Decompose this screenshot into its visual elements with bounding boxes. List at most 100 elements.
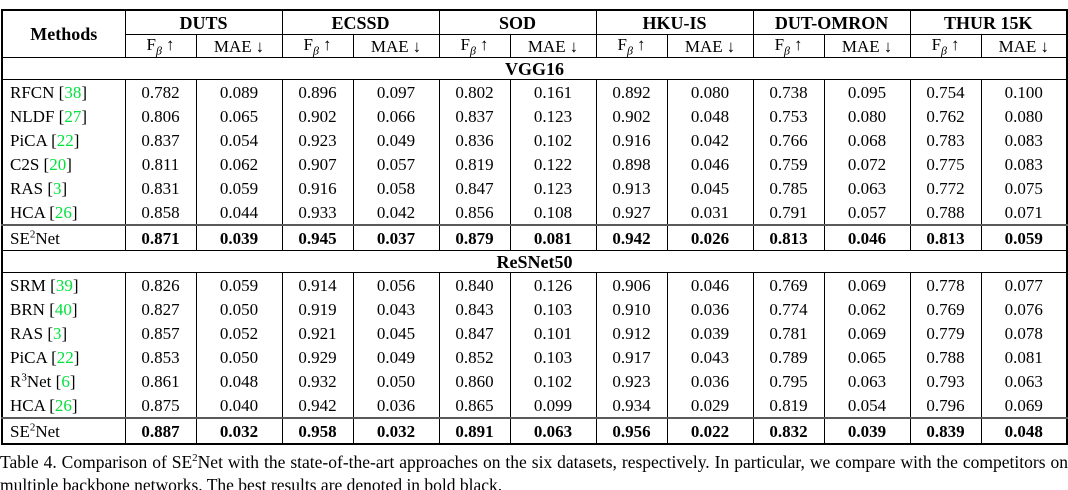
value-cell: 0.923 [595, 369, 668, 393]
method-label: R3Net [6] [1, 369, 126, 393]
value-cell: 0.062 [823, 297, 911, 321]
value-cell: 0.958 [281, 417, 354, 444]
results-table: Methods DUTS ECSSD SOD HKU-IS DUT-OMRON … [1, 9, 1068, 445]
value-cell: 0.063 [823, 369, 911, 393]
dataset-header-sod: SOD [438, 9, 597, 35]
value-cell: 0.103 [509, 345, 597, 369]
method-label: HCA [26] [1, 200, 126, 226]
value-cell: 0.891 [438, 417, 511, 444]
table-row: SE2Net 0.887 0.032 0.958 0.032 0.891 0.063 0.95… [1, 417, 1068, 444]
value-cell: 0.836 [438, 128, 511, 152]
value-cell: 0.095 [823, 79, 911, 104]
table-row: BRN [40] 0.827 0.050 0.919 0.043 0.843 0.103 0.… [1, 297, 1068, 321]
value-cell: 0.100 [980, 79, 1068, 104]
value-cell: 0.043 [666, 345, 754, 369]
value-cell: 0.934 [595, 393, 668, 419]
value-cell: 0.912 [595, 321, 668, 345]
value-cell: 0.043 [352, 297, 440, 321]
citation-link[interactable]: 3 [53, 178, 62, 198]
method-label: SE2Net [1, 224, 126, 251]
dataset-header-hku-is: HKU-IS [595, 9, 754, 35]
citation-link[interactable]: 20 [49, 154, 67, 174]
value-cell: 0.076 [980, 297, 1068, 321]
value-cell: 0.102 [509, 369, 597, 393]
value-cell: 0.847 [438, 176, 511, 200]
value-cell: 0.044 [195, 200, 283, 226]
value-cell: 0.099 [509, 393, 597, 419]
value-cell: 0.831 [124, 176, 197, 200]
method-label: SRM [39] [1, 272, 126, 297]
value-cell: 0.896 [281, 79, 354, 104]
value-cell: 0.956 [595, 417, 668, 444]
value-cell: 0.042 [666, 128, 754, 152]
value-cell: 0.785 [752, 176, 825, 200]
value-cell: 0.048 [980, 417, 1068, 444]
value-cell: 0.858 [124, 200, 197, 226]
citation-link[interactable]: 3 [53, 323, 62, 343]
table-header: Methods DUTS ECSSD SOD HKU-IS DUT-OMRON … [1, 9, 1068, 58]
value-cell: 0.036 [352, 393, 440, 419]
table-row: C2S [20] 0.811 0.062 0.907 0.057 0.819 0.122 0.… [1, 152, 1068, 176]
value-cell: 0.933 [281, 200, 354, 226]
metric-header-mae: MAE ↓ [352, 34, 440, 58]
method-label: RFCN [38] [1, 79, 126, 104]
value-cell: 0.865 [438, 393, 511, 419]
metric-header-fbeta: Fβ ↑ [595, 34, 668, 58]
value-cell: 0.048 [195, 369, 283, 393]
value-cell: 0.126 [509, 272, 597, 297]
value-cell: 0.906 [595, 272, 668, 297]
value-cell: 0.879 [438, 224, 511, 251]
citation-link[interactable]: 26 [54, 202, 72, 222]
metric-header-mae: MAE ↓ [980, 34, 1068, 58]
value-cell: 0.068 [823, 128, 911, 152]
citation-link[interactable]: 39 [55, 275, 73, 295]
value-cell: 0.927 [595, 200, 668, 226]
table-caption: Table 4. Comparison of SE2Net with the s… [0, 451, 1068, 490]
value-cell: 0.887 [124, 417, 197, 444]
value-cell: 0.910 [595, 297, 668, 321]
backbone-section-row: VGG16 [2, 57, 1068, 80]
citation-link[interactable]: 6 [61, 371, 70, 391]
value-cell: 0.781 [752, 321, 825, 345]
metric-header-row: Fβ ↑ MAE ↓ Fβ ↑ MAE ↓ Fβ ↑ MAE ↓ Fβ ↑ MAE ↓ Fβ ↑ MAE ↓ Fβ ↑ MA… [2, 34, 1068, 58]
methods-header: Methods [1, 9, 126, 58]
citation-link[interactable]: 40 [54, 299, 72, 319]
value-cell: 0.806 [124, 104, 197, 128]
table-row: RFCN [38] 0.782 0.089 0.896 0.097 0.802 0.161 0… [1, 79, 1068, 104]
dataset-header-dut-omron: DUT-OMRON [752, 9, 911, 35]
value-cell: 0.078 [980, 321, 1068, 345]
citation-link[interactable]: 22 [56, 347, 74, 367]
value-cell: 0.945 [281, 224, 354, 251]
backbone-section-title: VGG16 [2, 57, 1068, 80]
value-cell: 0.827 [124, 297, 197, 321]
value-cell: 0.083 [980, 128, 1068, 152]
value-cell: 0.057 [352, 152, 440, 176]
citation-link[interactable]: 27 [64, 106, 82, 126]
citation-link[interactable]: 26 [54, 395, 72, 415]
value-cell: 0.052 [195, 321, 283, 345]
citation-link[interactable]: 22 [56, 130, 74, 150]
value-cell: 0.837 [438, 104, 511, 128]
value-cell: 0.032 [352, 417, 440, 444]
value-cell: 0.063 [509, 417, 597, 444]
value-cell: 0.769 [909, 297, 982, 321]
value-cell: 0.772 [909, 176, 982, 200]
value-cell: 0.123 [509, 104, 597, 128]
value-cell: 0.108 [509, 200, 597, 226]
value-cell: 0.769 [752, 272, 825, 297]
value-cell: 0.898 [595, 152, 668, 176]
value-cell: 0.089 [195, 79, 283, 104]
value-cell: 0.101 [509, 321, 597, 345]
value-cell: 0.050 [195, 297, 283, 321]
caption-superscript: 2 [192, 452, 198, 465]
metric-header-fbeta: Fβ ↑ [909, 34, 982, 58]
dataset-header-duts: DUTS [124, 9, 283, 35]
value-cell: 0.036 [666, 369, 754, 393]
citation-link[interactable]: 38 [64, 82, 82, 102]
value-cell: 0.056 [352, 272, 440, 297]
value-cell: 0.077 [980, 272, 1068, 297]
value-cell: 0.071 [980, 200, 1068, 226]
table-body: VGG16 RFCN [38] 0.782 0.089 0.896 0.097 0.802 0… [1, 57, 1068, 444]
value-cell: 0.083 [980, 152, 1068, 176]
